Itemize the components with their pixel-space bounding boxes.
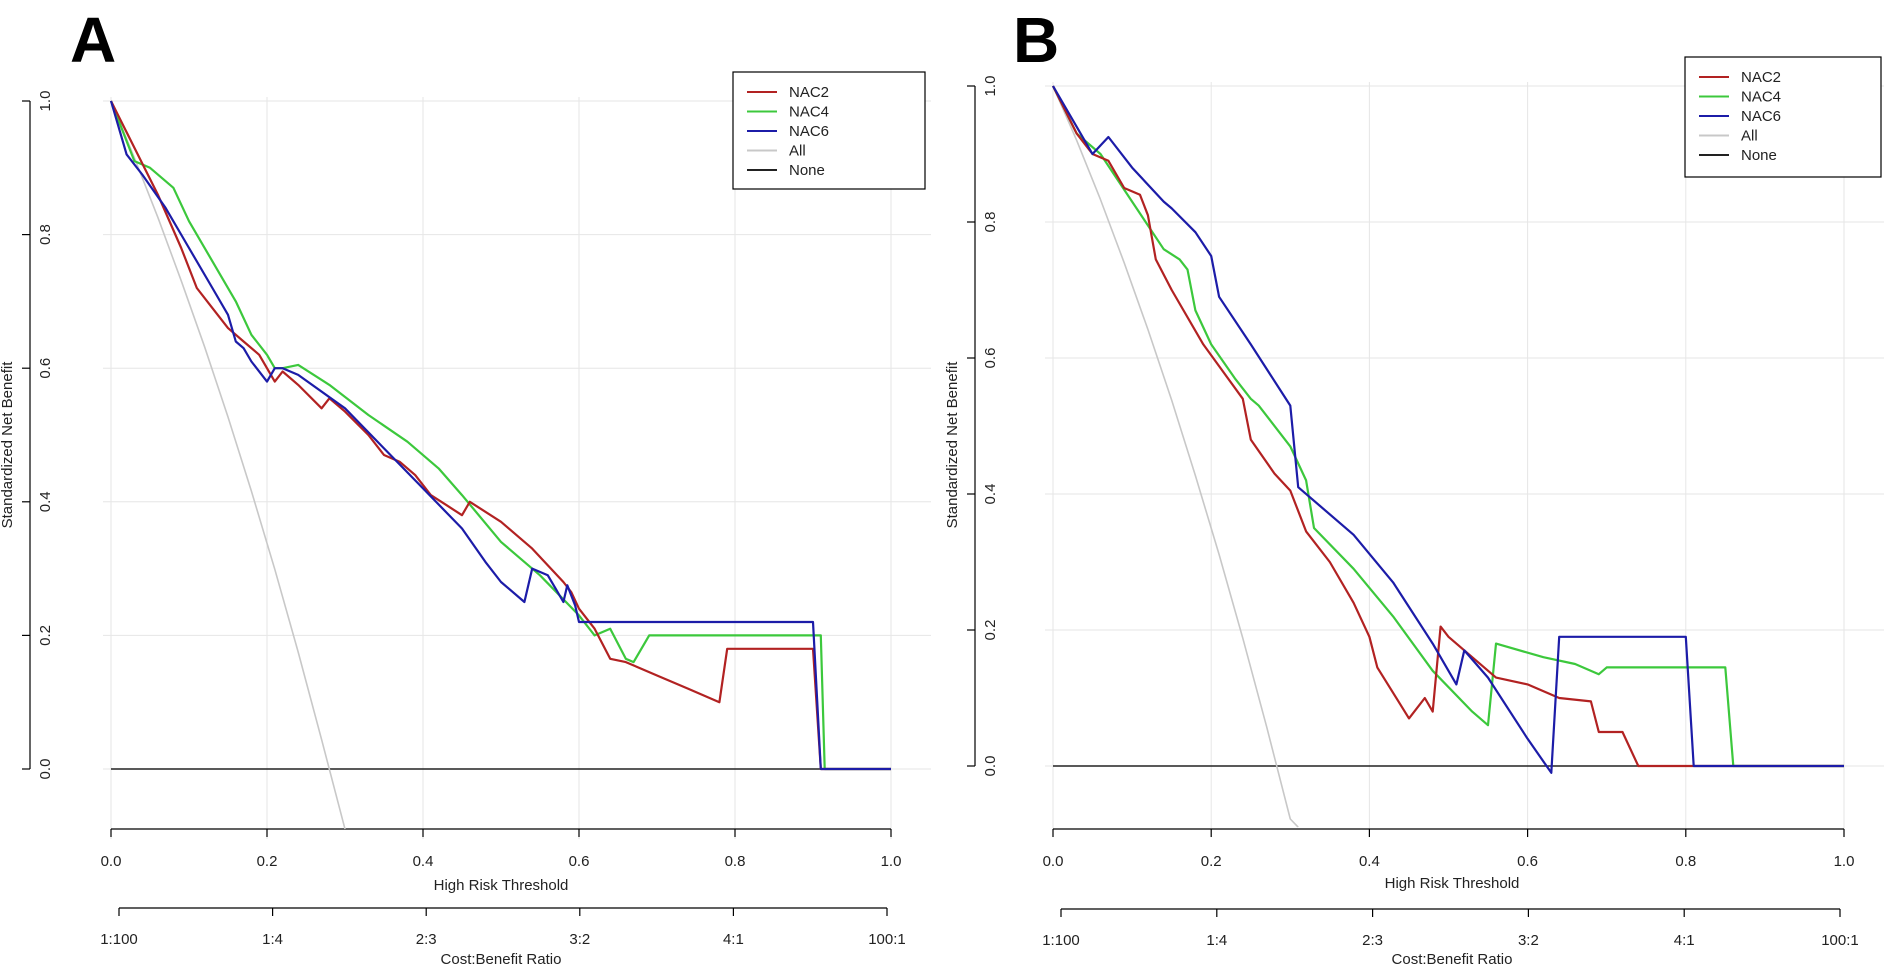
ratio-tick-label: 100:1 [1821,932,1859,949]
series-line-nac4 [109,100,891,771]
x-axis-title: High Risk Threshold [1385,875,1520,892]
ratio-tick-label: 1:100 [1042,932,1080,949]
legend-label-all: All [789,143,806,160]
x-tick-label: 0.0 [101,853,122,870]
legend-label-nac6: NAC6 [1741,108,1781,125]
y-tick-label: 0.8 [37,224,54,245]
y-axis: 0.0 0.2 0.4 0.6 0.8 1.0 Standardized Net Benef… [0,91,54,780]
x-tick-label: 0.6 [569,853,590,870]
ratio-tick-label: 100:1 [868,931,906,948]
legend: NAC2 NAC4 NAC6 All None [1684,56,1882,178]
y-tick-label: 0.8 [982,212,999,233]
series-line-nac6 [1052,85,1844,774]
ratio-axis-title: Cost:Benefit Ratio [441,951,562,968]
panel-label: B [1013,4,1059,76]
legend-label-nac2: NAC2 [1741,69,1781,86]
y-tick-label: 0.0 [37,759,54,780]
y-axis-title: Standardized Net Benefit [944,361,961,529]
x-tick-label: 0.8 [1675,853,1696,870]
x-tick-label: 0.6 [1517,853,1538,870]
legend-label-nac4: NAC4 [789,104,829,121]
chart-panel-a: A 0.0 0.2 0.4 0.6 0.8 1.0 Standardized Net Bene… [0,4,931,968]
series-line-nac2 [1052,85,1844,768]
y-tick-label: 0.4 [37,491,54,512]
x-tick-label: 0.0 [1043,853,1064,870]
ratio-axis: 1:100 1:4 2:3 3:2 4:1 100:1 Cost:Benefit Ratio [1042,908,1859,968]
legend-label-nac2: NAC2 [789,84,829,101]
x-tick-label: 0.4 [413,853,434,870]
series-group [109,100,891,830]
x-axis-title: High Risk Threshold [434,877,569,894]
series-line-nac4 [1052,85,1844,768]
legend-label-nac4: NAC4 [1741,89,1781,106]
series-line-nac2 [110,100,891,771]
ratio-tick-label: 1:4 [262,931,283,948]
y-tick-label: 0.6 [982,348,999,369]
y-axis: 0.0 0.2 0.4 0.6 0.8 1.0 Standardized Net Benef… [944,76,999,777]
x-tick-label: 1.0 [881,853,902,870]
legend-label-none: None [1741,147,1777,164]
x-tick-label: 0.4 [1359,853,1380,870]
x-tick-label: 0.2 [257,853,278,870]
y-tick-label: 0.2 [37,625,54,646]
legend-label-all: All [1741,128,1758,145]
series-line-all [1052,85,1299,828]
chart-panel-b: B 0.0 0.2 0.4 0.6 0.8 1.0 Standardized Net Bene… [944,4,1884,968]
grid [1045,82,1884,838]
ratio-tick-label: 4:1 [723,931,744,948]
x-tick-label: 1.0 [1834,853,1855,870]
y-tick-label: 0.6 [37,358,54,379]
legend-label-nac6: NAC6 [789,123,829,140]
y-tick-label: 0.4 [982,484,999,505]
ratio-axis: 1:100 1:4 2:3 3:2 4:1 100:1 Cost:Benefit Ratio [100,907,906,968]
series-group [1052,85,1844,828]
ratio-tick-label: 3:2 [569,931,590,948]
ratio-tick-label: 1:4 [1206,932,1227,949]
x-tick-label: 0.2 [1201,853,1222,870]
y-axis-title: Standardized Net Benefit [0,361,16,529]
legend-label-none: None [789,162,825,179]
y-tick-label: 0.0 [982,756,999,777]
ratio-tick-label: 2:3 [1362,932,1383,949]
grid [103,97,931,840]
y-tick-label: 0.2 [982,620,999,641]
ratio-tick-label: 4:1 [1674,932,1695,949]
legend: NAC2 NAC4 NAC6 All None [732,71,926,190]
x-axis: 0.0 0.2 0.4 0.6 0.8 1.0 High Risk Threshold [1043,828,1855,892]
x-axis: 0.0 0.2 0.4 0.6 0.8 1.0 High Risk Threshold [101,828,902,894]
y-tick-label: 1.0 [982,76,999,97]
ratio-tick-label: 3:2 [1518,932,1539,949]
panel-label: A [70,4,116,76]
y-tick-label: 1.0 [37,91,54,112]
series-line-nac6 [109,100,891,771]
series-line-all [110,100,346,830]
ratio-axis-title: Cost:Benefit Ratio [1392,951,1513,968]
ratio-tick-label: 1:100 [100,931,138,948]
ratio-tick-label: 2:3 [416,931,437,948]
x-tick-label: 0.8 [725,853,746,870]
